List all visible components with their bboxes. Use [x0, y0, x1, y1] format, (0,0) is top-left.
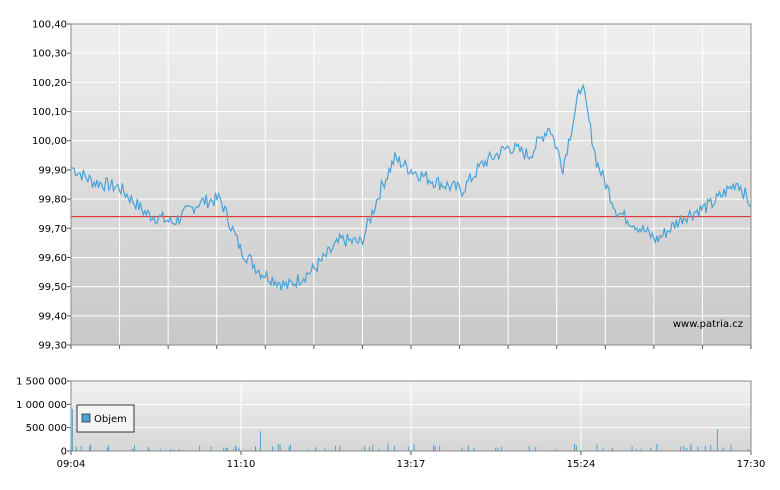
- volume-grid: [71, 381, 751, 451]
- price-y-tick-label: 100,40: [32, 20, 67, 31]
- volume-x-tick-label: 09:04: [57, 459, 86, 470]
- volume-x-tick-label: 11:10: [227, 459, 256, 470]
- price-y-tick-label: 99,30: [38, 341, 67, 352]
- legend-swatch: [81, 413, 91, 423]
- price-plot-border: [70, 23, 752, 346]
- price-y-ticks: 100,40 100,30 100,20 100,10 100,00 99,90 99,80…: [32, 20, 71, 352]
- price-y-tick-label: 99,40: [38, 311, 67, 322]
- volume-x-tick-label: 13:17: [397, 459, 426, 470]
- watermark: www.patria.cz: [673, 319, 743, 330]
- legend-label: Objem: [94, 414, 127, 425]
- price-y-tick-label: 99,50: [38, 282, 67, 293]
- volume-x-tick-label: 15:24: [567, 459, 596, 470]
- price-y-tick-label: 100,00: [32, 136, 67, 147]
- volume-panel: 1 500 000 1 000 000 500 000 0 09:04 11:10 13:…: [16, 377, 765, 471]
- price-panel: 100,40 100,30 100,20 100,10 100,00 99,90 99,80…: [32, 20, 752, 352]
- volume-plot-border: [70, 380, 752, 452]
- volume-y-tick-label: 1 500 000: [16, 377, 67, 388]
- price-series-line: [70, 83, 752, 291]
- price-y-tick-label: 100,10: [32, 107, 67, 118]
- price-y-tick-label: 99,70: [38, 224, 67, 235]
- price-y-tick-label: 100,20: [32, 78, 67, 89]
- price-y-tick-label: 99,80: [38, 195, 67, 206]
- volume-y-tick-label: 0: [61, 447, 67, 458]
- volume-x-tick-label: 17:30: [737, 459, 766, 470]
- volume-x-ticks: 09:04 11:10 13:17 15:24 17:30: [57, 451, 766, 470]
- price-y-tick-label: 99,60: [38, 253, 67, 264]
- price-y-tick-label: 100,30: [32, 49, 67, 60]
- price-grid: [71, 24, 751, 345]
- volume-y-ticks: 1 500 000 1 000 000 500 000 0: [16, 377, 71, 458]
- volume-y-tick-label: 1 000 000: [16, 400, 67, 411]
- volume-y-tick-label: 500 000: [26, 423, 67, 434]
- price-x-ticks: [70, 345, 752, 349]
- volume-legend: Objem: [76, 404, 135, 433]
- price-y-tick-label: 99,90: [38, 165, 67, 176]
